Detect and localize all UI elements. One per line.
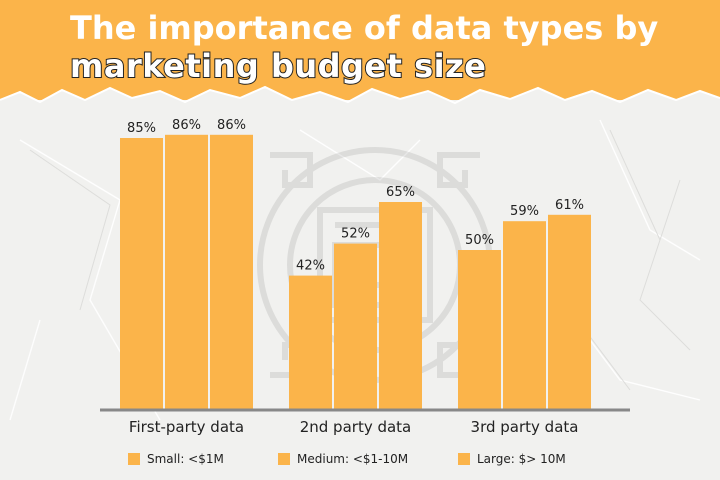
bar-value-label: 50%: [465, 233, 494, 248]
bar-value-label: 86%: [217, 118, 246, 133]
bar: [503, 221, 546, 410]
bar-value-label: 59%: [510, 204, 539, 219]
category-label: 3rd party data: [471, 418, 579, 436]
category-label: 2nd party data: [300, 418, 412, 436]
bar: [379, 202, 422, 410]
bar-value-label: 61%: [555, 198, 584, 213]
bar: [548, 214, 591, 410]
title-line-1: The importance of data types by: [70, 9, 659, 47]
bar-value-label: 65%: [386, 185, 415, 200]
legend-label: Small: <$1M: [147, 452, 224, 466]
title-banner: [0, 0, 720, 100]
bar: [458, 250, 501, 410]
legend-swatch: [128, 453, 140, 465]
legend-swatch: [278, 453, 290, 465]
title-line-2: marketing budget size: [69, 47, 487, 85]
bar-value-label: 85%: [127, 121, 156, 136]
bar: [165, 134, 208, 411]
bar: [334, 243, 377, 410]
legend-item: Medium: <$1-10M: [278, 448, 408, 470]
legend-label: Large: $> 10M: [477, 452, 566, 466]
legend-item: Large: $> 10M: [458, 448, 566, 470]
chart-legend: Small: <$1M Medium: <$1-10M Large: $> 10M: [0, 448, 720, 470]
legend-swatch: [458, 453, 470, 465]
legend-item: Small: <$1M: [128, 448, 224, 470]
bar: [210, 134, 253, 411]
bar: [120, 138, 163, 410]
category-label: First-party data: [129, 418, 244, 436]
torn-paper-edge: [0, 85, 720, 118]
bar-value-label: 86%: [172, 118, 201, 133]
bar: [289, 275, 332, 410]
bar-value-label: 42%: [296, 259, 325, 274]
legend-label: Medium: <$1-10M: [297, 452, 409, 466]
bar-value-label: 52%: [341, 227, 370, 242]
